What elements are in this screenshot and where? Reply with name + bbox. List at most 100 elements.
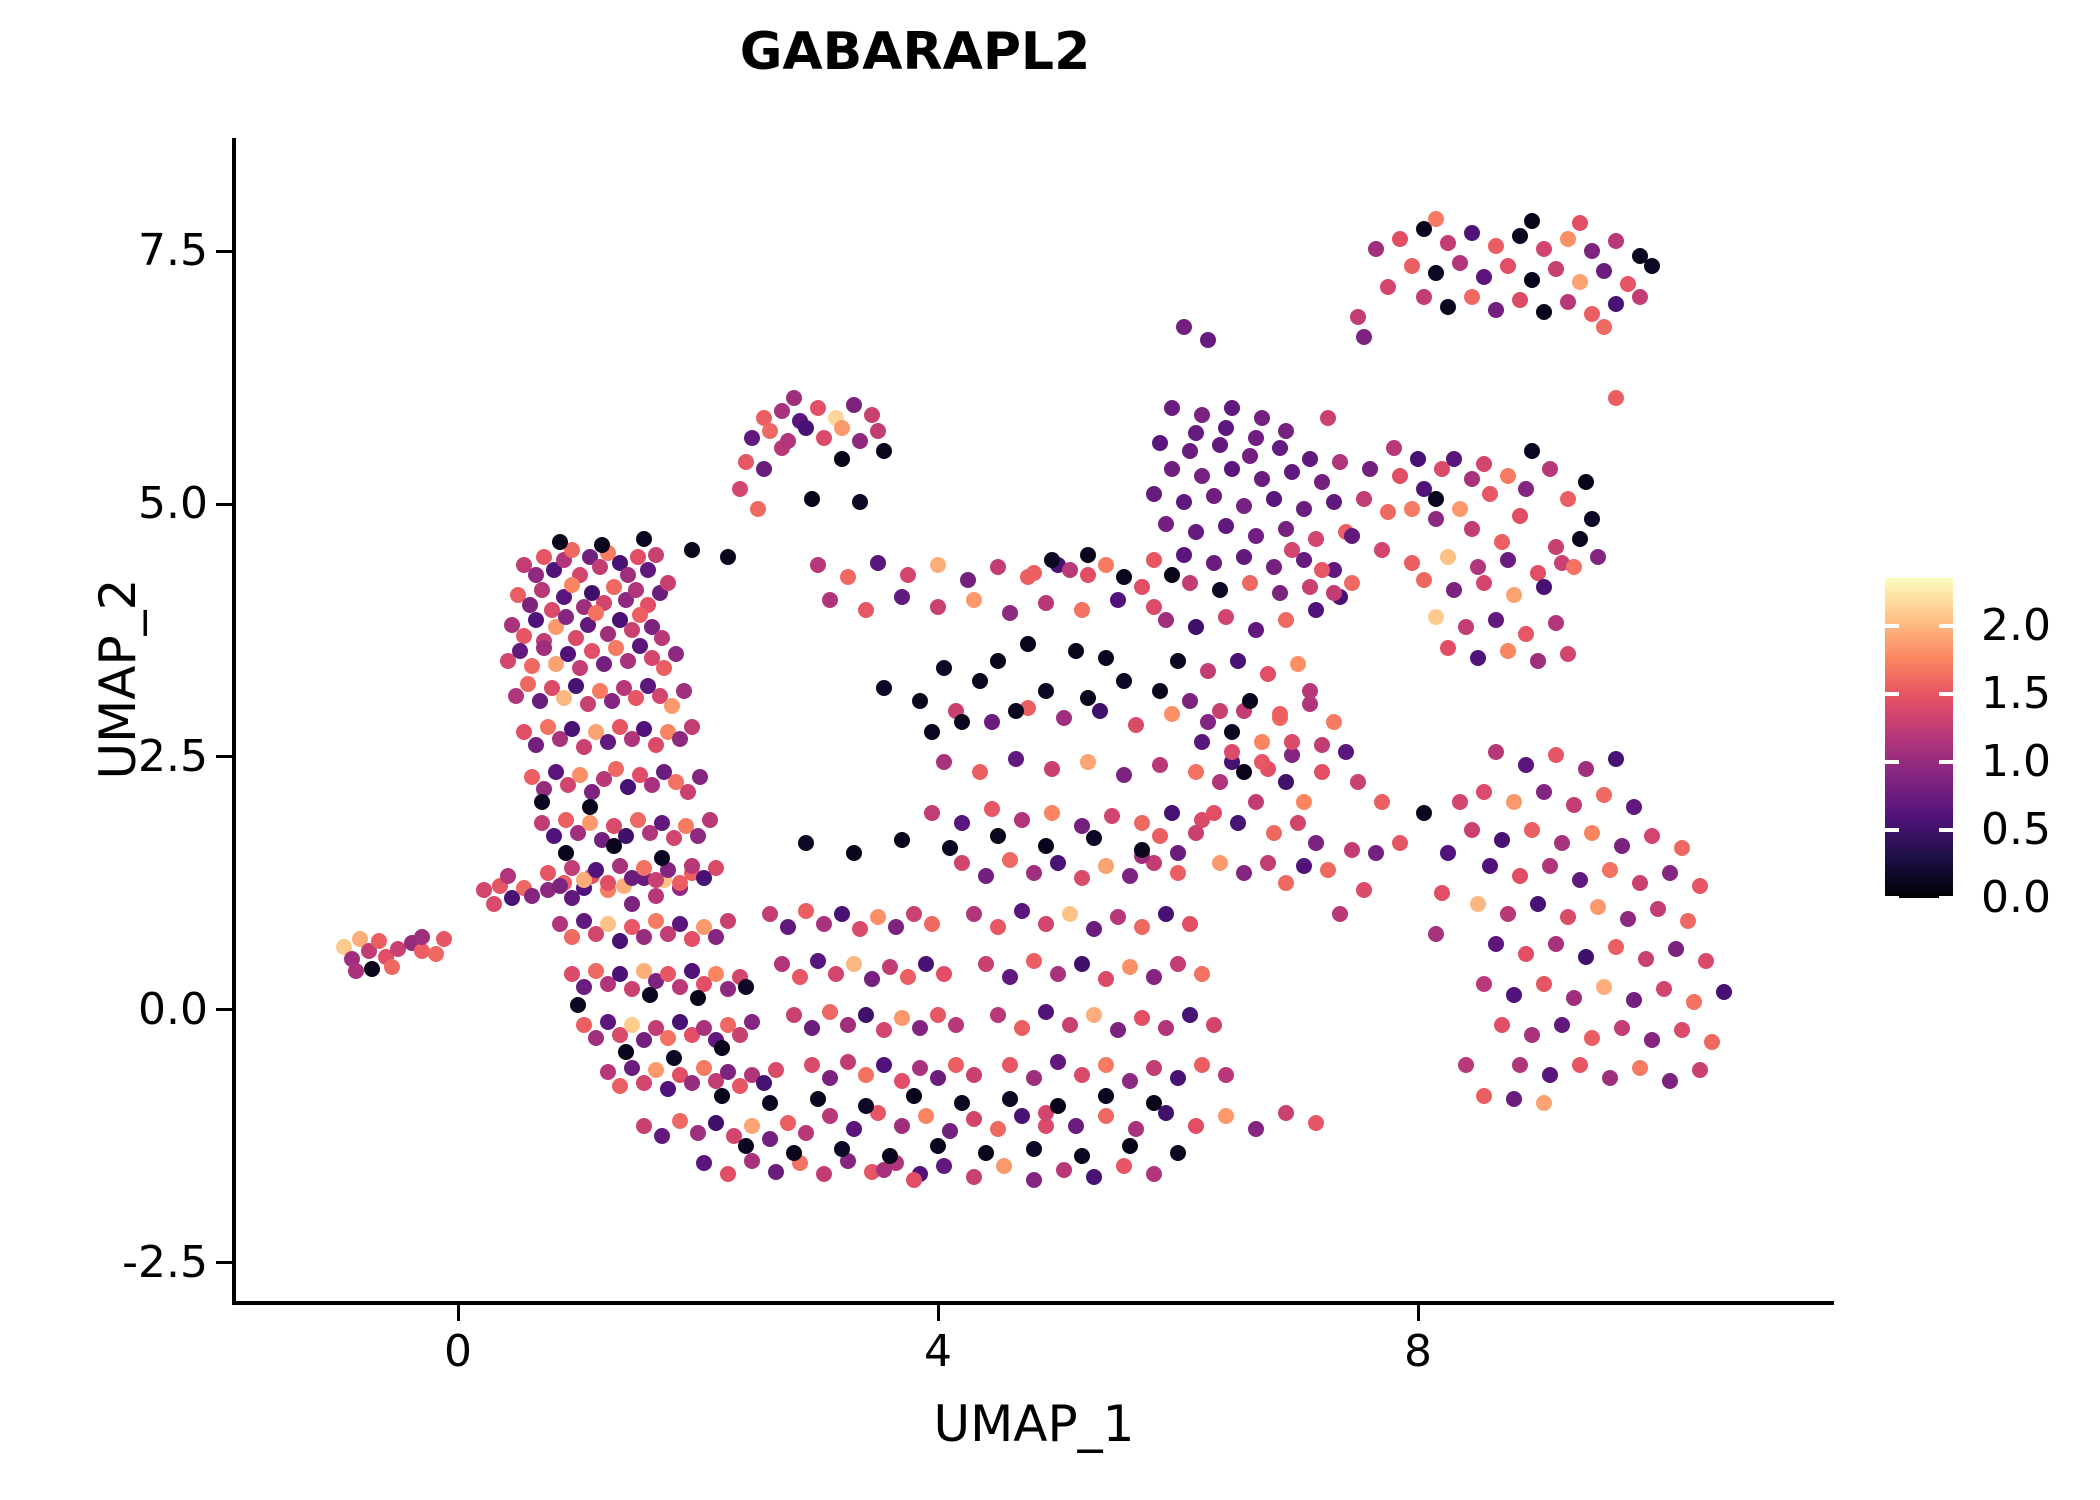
scatter-point <box>1536 303 1552 320</box>
scatter-point <box>1428 210 1444 227</box>
scatter-point <box>624 981 640 998</box>
scatter-point <box>536 548 553 565</box>
scatter-point <box>1524 271 1540 288</box>
scatter-point <box>1224 723 1240 740</box>
scatter-point <box>1248 528 1264 545</box>
scatter-point <box>660 925 676 942</box>
scatter-point <box>344 951 361 968</box>
scatter-point <box>1554 1016 1570 1033</box>
scatter-point <box>708 1114 724 1131</box>
colorbar-tick-label: 0.0 <box>1981 872 2051 923</box>
scatter-point <box>1134 841 1150 858</box>
scatter-point <box>1380 278 1396 295</box>
scatter-point <box>1134 918 1150 935</box>
scatter-point <box>888 918 904 935</box>
scatter-point <box>608 639 625 656</box>
scatter-point <box>762 423 778 440</box>
scatter-point <box>654 850 670 867</box>
scatter-point <box>1560 231 1576 248</box>
scatter-point <box>876 680 892 697</box>
scatter-point <box>1230 652 1246 669</box>
scatter-point <box>690 827 706 844</box>
scatter-point <box>1692 878 1708 895</box>
scatter-point <box>852 433 868 450</box>
scatter-point <box>1506 794 1522 811</box>
scatter-point <box>612 718 628 735</box>
scatter-point <box>1512 508 1528 525</box>
scatter-point <box>1014 811 1030 828</box>
scatter-point <box>1548 615 1564 632</box>
scatter-point <box>804 1057 820 1074</box>
scatter-point <box>834 450 850 467</box>
scatter-point <box>1524 212 1540 229</box>
scatter-point <box>894 831 910 848</box>
scatter-point <box>732 1077 748 1094</box>
scatter-point <box>428 946 445 963</box>
scatter-point <box>648 888 664 905</box>
scatter-point <box>524 888 541 905</box>
x-tick-mark <box>1416 1305 1420 1321</box>
scatter-point <box>606 578 622 595</box>
scatter-point <box>414 928 430 945</box>
scatter-point <box>1296 551 1312 568</box>
scatter-point <box>696 918 712 935</box>
scatter-point <box>630 548 646 565</box>
scatter-point <box>924 804 940 821</box>
scatter-point <box>1458 1057 1474 1074</box>
scatter-point <box>1206 1016 1222 1033</box>
scatter-point <box>1290 814 1306 831</box>
scatter-point <box>864 407 880 424</box>
scatter-point <box>930 1138 946 1155</box>
scatter-point <box>1170 1070 1186 1087</box>
scatter-point <box>612 966 628 983</box>
scatter-point <box>1248 430 1264 447</box>
scatter-point <box>1050 855 1066 872</box>
scatter-point <box>978 868 994 885</box>
scatter-point <box>1416 288 1432 305</box>
scatter-point <box>1464 288 1480 305</box>
scatter-point <box>639 678 656 695</box>
scatter-point <box>1692 1062 1708 1079</box>
scatter-point <box>1206 487 1222 504</box>
scatter-point <box>1542 460 1558 477</box>
scatter-point <box>654 814 670 831</box>
scatter-point <box>654 629 670 646</box>
scatter-point <box>1146 1060 1162 1077</box>
scatter-point <box>1446 450 1462 467</box>
scatter-point <box>1464 821 1480 838</box>
scatter-point <box>1356 491 1372 507</box>
scatter-point <box>414 943 430 960</box>
scatter-point <box>624 1016 640 1033</box>
scatter-point <box>564 860 580 877</box>
scatter-point <box>1350 774 1366 791</box>
scatter-point <box>548 655 565 672</box>
scatter-point <box>1566 797 1582 814</box>
scatter-point <box>656 764 673 781</box>
scatter-point <box>786 1006 802 1023</box>
scatter-point <box>918 956 934 973</box>
scatter-point <box>1008 703 1024 720</box>
scatter-point <box>744 430 760 447</box>
scatter-point <box>744 1153 760 1170</box>
scatter-point <box>870 423 886 440</box>
scatter-point <box>1194 1057 1210 1074</box>
scatter-point <box>618 1044 634 1061</box>
scatter-point <box>678 817 694 834</box>
scatter-point <box>1626 991 1642 1008</box>
scatter-point <box>1212 703 1228 720</box>
scatter-point <box>1116 767 1132 784</box>
scatter-point <box>1404 258 1420 275</box>
scatter-point <box>1038 1003 1054 1020</box>
scatter-point <box>1044 761 1060 778</box>
scatter-point <box>1188 524 1204 541</box>
scatter-point <box>1440 639 1456 656</box>
scatter-point <box>1590 548 1606 565</box>
scatter-point <box>1428 925 1444 942</box>
colorbar-tick-mark <box>1885 691 1899 696</box>
scatter-point <box>786 389 802 406</box>
scatter-point <box>675 683 692 700</box>
scatter-point <box>768 1163 784 1180</box>
scatter-point <box>1554 834 1570 851</box>
scatter-point <box>1416 480 1432 497</box>
